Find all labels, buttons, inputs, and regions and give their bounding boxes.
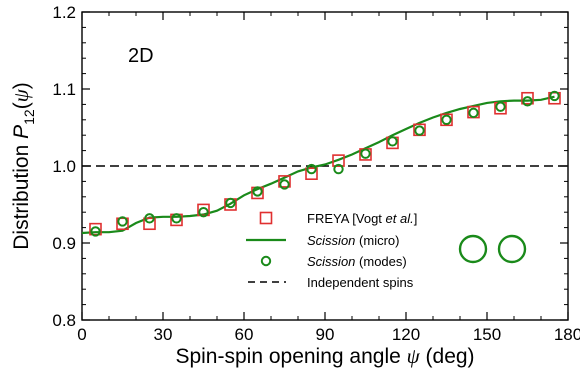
scission-modes-point	[333, 163, 344, 175]
scission-modes-point	[90, 226, 101, 237]
series-marks	[81, 90, 568, 237]
x-tick-label: 180	[554, 325, 580, 344]
x-tick-label: 90	[316, 325, 335, 344]
x-tick-label: 0	[77, 325, 86, 344]
scission-modes-point	[522, 96, 533, 107]
freya-point	[197, 203, 210, 217]
scission-micro-line	[81, 95, 555, 235]
x-axis-title: Spin-spin opening angle ψ (deg)	[175, 344, 474, 368]
legend-modes-symbol	[260, 255, 272, 267]
y-axis-title: Distribution P12(ψ)	[9, 82, 37, 250]
scission-modes-point	[198, 207, 209, 218]
scission-modes-point	[117, 216, 128, 227]
freya-point	[143, 217, 156, 231]
panel-label: 2D	[128, 45, 154, 67]
freya-point	[548, 91, 561, 105]
freya-point	[278, 175, 291, 188]
scission-modes-point	[225, 197, 236, 209]
scission-modes-point	[360, 148, 371, 159]
freya-point	[305, 167, 318, 180]
legend-label: FREYA [Vogt et al.]	[307, 211, 417, 226]
y-tick-label: 0.8	[52, 311, 76, 330]
decorative-circle-2	[497, 234, 527, 264]
y-tick-label: 0.9	[52, 234, 76, 253]
scission-modes-point	[279, 179, 290, 190]
x-tick-label: 150	[473, 325, 501, 344]
legend-label: Independent spins	[307, 275, 414, 290]
y-tick-label: 1.1	[52, 80, 76, 99]
scission-modes-point	[252, 186, 263, 197]
axis-ticks: 0 30 60 90 120 150 180 0.8 0.9 1.0 1.1 1.2	[52, 3, 580, 344]
scission-modes-point	[441, 114, 452, 126]
x-tick-label: 60	[235, 325, 254, 344]
legend-label: Scission (micro)	[307, 233, 399, 248]
scission-modes-point	[549, 90, 560, 102]
scission-modes-point	[144, 213, 155, 224]
scission-modes-point	[171, 213, 182, 224]
y-tick-label: 1.2	[52, 3, 76, 22]
scission-modes-point	[468, 107, 479, 119]
legend-label: Scission (modes)	[307, 254, 407, 269]
freya-point	[89, 222, 102, 236]
freya-point	[116, 217, 129, 231]
freya-point	[521, 91, 534, 105]
freya-point	[332, 154, 345, 167]
legend-freya-symbol	[259, 211, 273, 225]
scission-modes-point	[495, 101, 506, 112]
scission-modes-point	[306, 163, 317, 175]
freya-point	[440, 113, 453, 127]
scission-modes-point	[414, 125, 425, 136]
decorative-circle-1	[458, 234, 488, 264]
legend: FREYA [Vogt et al.] Scission (micro) Sciss…	[246, 211, 417, 290]
x-tick-label: 120	[392, 325, 420, 344]
scission-modes-point	[387, 136, 398, 147]
y-tick-label: 1.0	[52, 157, 76, 176]
x-tick-label: 30	[154, 325, 173, 344]
